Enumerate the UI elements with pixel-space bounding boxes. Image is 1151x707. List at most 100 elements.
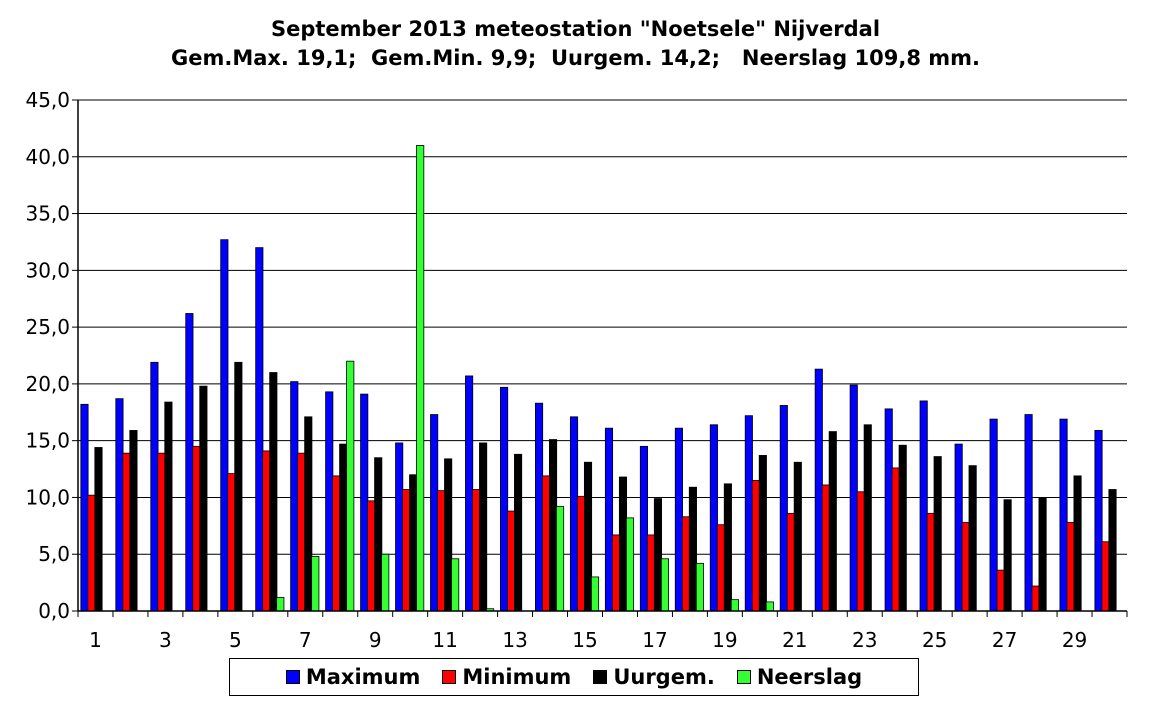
bar-minimum-1 [87,494,96,612]
bar-maximum-19 [709,424,718,612]
bar-minimum-5 [227,473,236,612]
bar-maximum-14 [535,402,544,612]
bar-minimum-8 [332,475,341,612]
bar-minimum-21 [786,512,795,612]
bar-uurgem-22 [828,431,837,612]
bar-minimum-29 [1066,522,1075,612]
bar-neerslag-6 [276,596,285,612]
bar-uurgem-26 [968,465,977,612]
bar-maximum-29 [1059,418,1068,612]
x-tick-label: 23 [852,628,877,652]
bar-uurgem-25 [933,456,942,612]
bar-maximum-8 [325,391,334,612]
bar-minimum-9 [367,500,376,612]
bar-maximum-3 [150,361,159,612]
bar-minimum-15 [576,495,586,612]
bar-uurgem-30 [1108,489,1117,612]
legend-item-uurgem: Uurgem. [593,665,715,689]
chart-subtitle: Gem.Max. 19,1; Gem.Min. 9,9; Uurgem. 14,… [170,46,981,70]
x-tick-label: 25 [922,628,947,652]
bar-maximum-11 [430,414,439,612]
bar-neerslag-19 [730,599,739,612]
bar-maximum-25 [919,400,928,612]
bar-uurgem-24 [898,444,907,612]
bar-uurgem-10 [409,474,418,612]
legend-label-uurgem: Uurgem. [613,665,715,689]
legend-swatch-minimum [442,670,457,684]
legend-swatch-maximum [285,670,300,684]
bar-minimum-22 [821,484,830,612]
bar-minimum-13 [507,510,516,612]
gridlines [78,99,1127,555]
bar-minimum-12 [472,489,481,612]
bar-maximum-15 [569,416,579,612]
bar-minimum-27 [996,569,1005,612]
bar-minimum-25 [926,512,935,612]
chart-title: September 2013 meteostation "Noetsele" N… [270,17,881,41]
legend-item-minimum: Minimum [442,665,571,689]
y-tick-label: 30,0 [25,258,70,282]
bar-minimum-6 [262,450,271,612]
bar-minimum-7 [297,452,306,612]
bar-neerslag-14 [556,506,565,612]
x-tick-label: 27 [992,628,1017,652]
bar-uurgem-4 [199,385,208,612]
bar-minimum-10 [402,489,411,612]
x-tick-label: 15 [572,628,597,652]
bar-minimum-4 [192,445,201,612]
y-tick-label: 25,0 [25,315,70,339]
x-tick-label: 11 [432,628,457,652]
bar-minimum-2 [122,452,131,612]
y-tick-label: 40,0 [25,145,70,169]
bar-uurgem-18 [688,486,697,612]
legend-swatch-uurgem [593,670,608,684]
bar-minimum-19 [716,524,725,612]
legend-label-maximum: Maximum [305,665,421,689]
bar-uurgem-5 [234,361,243,612]
x-tick-label: 13 [502,628,527,652]
bar-maximum-6 [255,247,264,612]
bar-minimum-18 [681,516,690,612]
bar-minimum-24 [891,467,900,612]
legend-item-neerslag: Neerslag [736,665,863,689]
x-tick-label: 1 [89,628,102,652]
axes [72,99,1128,617]
y-tick-label: 5,0 [38,542,70,566]
bar-minimum-30 [1101,541,1110,612]
bar-uurgem-9 [374,457,383,612]
bar-minimum-3 [157,452,166,612]
bar-maximum-27 [989,418,998,612]
x-tick-label: 3 [159,628,172,652]
bar-neerslag-17 [660,558,669,612]
bar-maximum-2 [115,398,124,612]
bar-minimum-20 [751,480,760,612]
x-tick-label: 19 [712,628,737,652]
bar-uurgem-28 [1038,497,1047,612]
bar-minimum-16 [611,534,621,612]
bar-uurgem-27 [1003,499,1012,612]
bar-neerslag-9 [381,553,390,612]
legend-swatch-neerslag [736,670,751,684]
bar-maximum-10 [395,442,404,612]
y-tick-labels: 0,0 5,0 10,0 15,0 20,0 25,0 30,0 35,0 40,0 45,0 [25,88,70,623]
bar-uurgem-12 [479,442,488,612]
y-tick-label: 10,0 [25,485,70,509]
bar-maximum-4 [185,313,194,612]
bar-neerslag-10 [416,145,425,612]
legend-label-neerslag: Neerslag [756,665,863,689]
bar-minimum-23 [856,491,865,612]
bar-uurgem-11 [444,458,453,612]
bar-uurgem-7 [304,416,313,612]
bar-uurgem-29 [1073,475,1082,612]
x-tick-label: 29 [1062,628,1087,652]
bar-uurgem-23 [863,424,872,612]
y-tick-label: 0,0 [38,599,70,623]
bar-maximum-12 [465,375,474,612]
y-tick-label: 20,0 [25,372,70,396]
bar-uurgem-19 [723,483,732,612]
bar-uurgem-14 [549,439,558,612]
bar-uurgem-6 [269,372,278,612]
bar-uurgem-21 [793,461,802,612]
bar-maximum-23 [849,384,858,612]
